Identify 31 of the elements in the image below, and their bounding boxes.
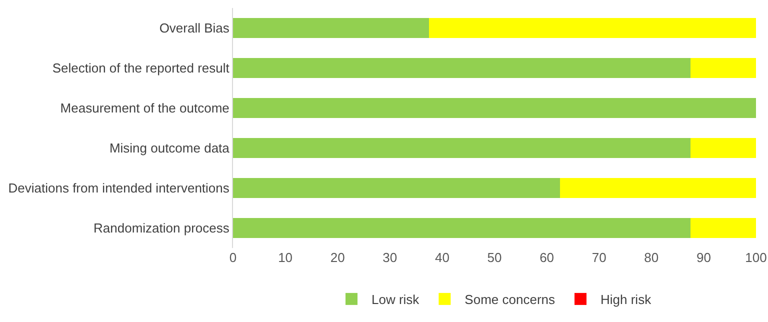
y-tick-label: Measurement of the outcome <box>60 100 230 116</box>
x-tick-label: 70 <box>592 250 606 265</box>
bar <box>233 58 691 78</box>
x-tick-label: 100 <box>745 250 767 265</box>
bar <box>233 178 560 198</box>
x-tick-label: 0 <box>229 250 237 265</box>
bar <box>690 58 756 78</box>
y-tick-label: Randomization process <box>94 220 230 236</box>
bar <box>233 218 691 238</box>
legend-label: Some concerns <box>464 292 556 308</box>
x-tick-label: 80 <box>644 250 659 265</box>
x-tick-label: 90 <box>696 250 711 265</box>
bar <box>233 18 430 38</box>
x-tick-label: 60 <box>540 250 554 265</box>
bar <box>429 18 756 38</box>
x-tick-label: 10 <box>278 250 293 265</box>
x-tick-label: 20 <box>330 250 345 265</box>
bar <box>560 178 756 198</box>
x-tick-label: 30 <box>382 250 398 265</box>
legend-label: High risk <box>600 292 652 308</box>
y-tick-label: Overall Bias <box>159 20 230 36</box>
bar <box>233 98 756 118</box>
x-tick-label: 50 <box>487 250 502 265</box>
x-tick-label: 40 <box>434 250 450 265</box>
bar <box>233 138 691 158</box>
y-tick-label: Deviations from intended interventions <box>8 180 230 196</box>
legend-label: Low risk <box>372 292 420 308</box>
bar <box>690 218 756 238</box>
y-tick-label: Selection of the reported result <box>52 60 230 76</box>
bar <box>690 138 756 158</box>
y-tick-label: Mising outcome data <box>109 140 230 156</box>
